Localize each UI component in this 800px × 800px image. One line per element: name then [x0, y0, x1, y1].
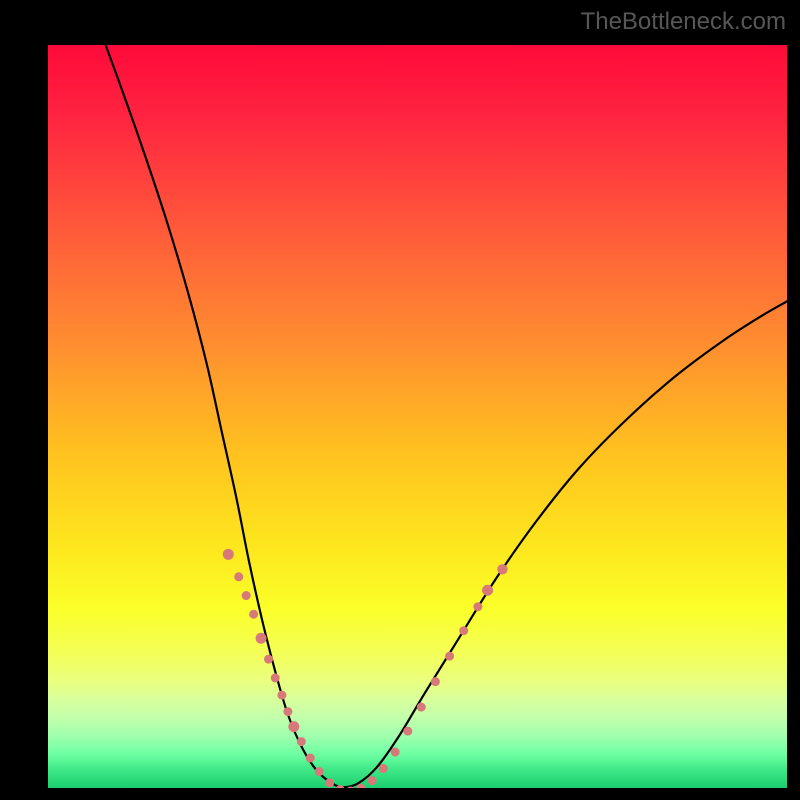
watermark-text: TheBottleneck.com	[581, 8, 786, 36]
gradient-background	[48, 45, 787, 788]
plot-frame	[45, 42, 790, 791]
chart-container: TheBottleneck.com	[0, 0, 800, 800]
